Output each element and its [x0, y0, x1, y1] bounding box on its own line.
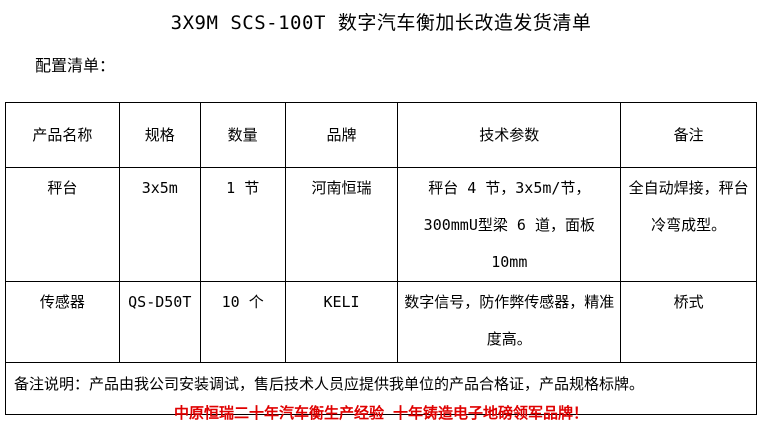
shipping-list-table: 产品名称 规格 数量 品牌 技术参数 备注 秤台 3x5m 1 节 河南恒瑞 秤…	[5, 102, 757, 415]
table-cell: 秤台 4 节，3x5m/节，300mmU型梁 6 道，面板 10mm	[397, 167, 622, 282]
footer-slogan: 中原恒瑞二十年汽车衡生产经验 十年铸造电子地磅领军品牌！	[173, 404, 589, 422]
note-row: 备注说明：产品由我公司安装调试，售后技术人员应提供我单位的产品合格证，产品规格标…	[5, 362, 757, 415]
table-cell: 1 节	[199, 167, 286, 282]
table-row: 传感器 QS-D50T 10 个 KELI 数字信号，防作弊传感器，精准度高。 …	[5, 281, 757, 363]
table-cell: KELI	[284, 281, 399, 363]
header-cell: 数量	[199, 102, 286, 168]
table-cell: 数字信号，防作弊传感器，精准度高。	[397, 281, 622, 363]
header-cell: 备注	[620, 102, 757, 168]
config-list-label: 配置清单：	[35, 56, 116, 75]
table-header-row: 产品名称 规格 数量 品牌 技术参数 备注	[5, 102, 757, 168]
document-title: 3X9M SCS-100T 数字汽车衡加长改造发货清单	[170, 12, 592, 34]
header-cell: 产品名称	[5, 102, 120, 168]
header-cell: 品牌	[284, 102, 399, 168]
table-row: 秤台 3x5m 1 节 河南恒瑞 秤台 4 节，3x5m/节，300mmU型梁 …	[5, 167, 757, 282]
table-cell: 10 个	[199, 281, 286, 363]
table-cell: 全自动焊接，秤台冷弯成型。	[620, 167, 757, 282]
header-cell: 规格	[118, 102, 201, 168]
table-cell: 河南恒瑞	[284, 167, 399, 282]
header-cell: 技术参数	[397, 102, 622, 168]
table-cell: 秤台	[5, 167, 120, 282]
table-cell: QS-D50T	[118, 281, 201, 363]
table-cell: 桥式	[620, 281, 757, 363]
table-cell: 3x5m	[118, 167, 201, 282]
note-text: 备注说明：产品由我公司安装调试，售后技术人员应提供我单位的产品合格证，产品规格标…	[5, 362, 757, 415]
table-cell: 传感器	[5, 281, 120, 363]
